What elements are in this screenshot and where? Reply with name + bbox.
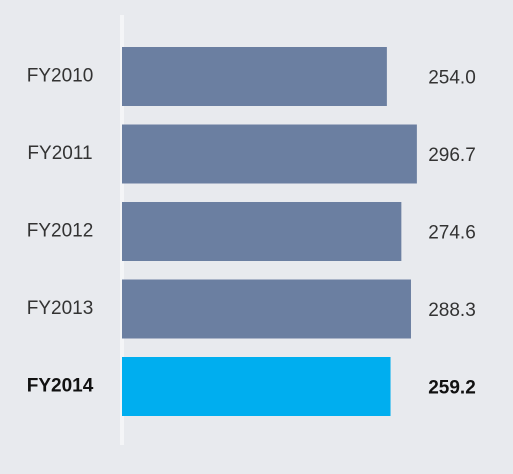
category-label: FY2014 bbox=[27, 376, 94, 397]
category-label: FY2012 bbox=[27, 221, 94, 242]
value-label: 254.0 bbox=[428, 68, 476, 89]
category-label: FY2013 bbox=[27, 298, 94, 319]
category-label: FY2011 bbox=[27, 143, 92, 164]
bar bbox=[122, 202, 402, 261]
bar bbox=[122, 357, 391, 416]
category-label: FY2010 bbox=[27, 66, 94, 87]
value-label: 259.2 bbox=[428, 378, 476, 399]
bar bbox=[122, 47, 387, 106]
value-label: 296.7 bbox=[428, 145, 476, 166]
value-label: 274.6 bbox=[428, 223, 476, 244]
value-label: 288.3 bbox=[428, 300, 476, 321]
bar bbox=[122, 124, 417, 184]
bar bbox=[122, 279, 411, 339]
